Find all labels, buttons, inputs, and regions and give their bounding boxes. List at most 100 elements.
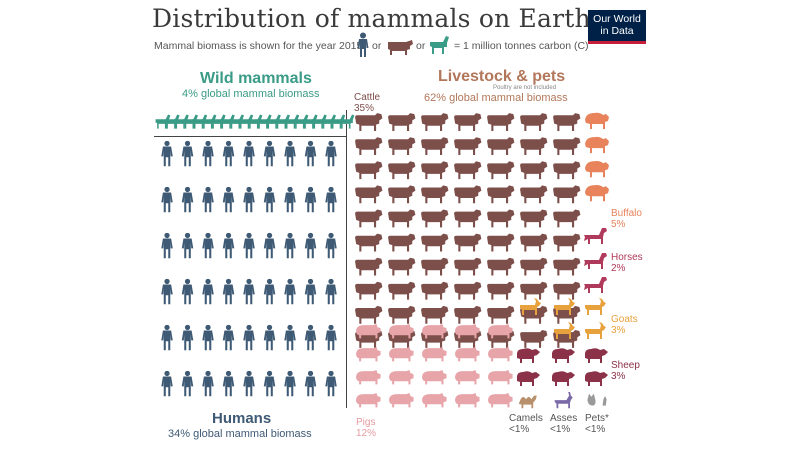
cattle-icon bbox=[553, 113, 581, 131]
horse-icon bbox=[584, 253, 607, 269]
pig-icon bbox=[422, 393, 447, 408]
human-icon bbox=[181, 278, 194, 305]
pig-icon bbox=[356, 347, 381, 362]
pets-name: Pets* bbox=[585, 413, 609, 424]
pig-icon bbox=[488, 370, 513, 385]
pig-icon bbox=[389, 370, 414, 385]
cattle-icon bbox=[520, 233, 548, 252]
human-icon bbox=[304, 370, 317, 397]
pig-icon bbox=[389, 347, 414, 362]
wild-mammal-icon bbox=[293, 114, 309, 129]
human-icon bbox=[325, 186, 337, 213]
human-icon bbox=[325, 278, 337, 305]
ass-icon bbox=[554, 392, 573, 409]
cattle-icon bbox=[388, 281, 416, 300]
wild-mammal-icon bbox=[219, 114, 235, 129]
cattle-icon bbox=[487, 185, 515, 204]
cattle-icon bbox=[487, 161, 515, 180]
human-icon bbox=[181, 324, 194, 351]
cattle-icon bbox=[520, 305, 548, 324]
pig-icon bbox=[422, 370, 447, 385]
wild-mammal-icon bbox=[256, 114, 272, 129]
human-icon bbox=[263, 324, 276, 351]
goat-icon bbox=[554, 298, 575, 315]
human-icon bbox=[304, 324, 317, 351]
cattle-icon bbox=[520, 137, 548, 156]
sheep-icon bbox=[517, 371, 540, 386]
pig-icon bbox=[455, 393, 480, 408]
cattle-icon bbox=[388, 161, 416, 180]
wild-mammal-icon bbox=[265, 114, 281, 129]
cattle-icon bbox=[520, 113, 548, 131]
cattle-icon bbox=[454, 113, 482, 131]
wild-mammal-icon bbox=[155, 114, 171, 129]
human-icon bbox=[202, 370, 214, 397]
human-icon bbox=[263, 186, 276, 213]
cattle-icon bbox=[355, 281, 383, 300]
human-icon bbox=[202, 186, 214, 213]
cattle-icon bbox=[487, 257, 515, 276]
horses-label: Horses 2% bbox=[611, 252, 643, 274]
wild-mammal-icon bbox=[201, 114, 217, 129]
pig-icon bbox=[356, 370, 381, 385]
human-icon bbox=[284, 324, 296, 351]
wild-key-icon bbox=[430, 36, 449, 54]
sheep-label: Sheep 3% bbox=[611, 360, 640, 382]
livestock-share: 62% global mammal biomass bbox=[424, 92, 568, 104]
wild-mammal-icon bbox=[173, 114, 189, 129]
cattle-icon bbox=[421, 113, 449, 131]
livestock-note: Poultry are not included bbox=[493, 85, 557, 91]
cattle-icon bbox=[553, 161, 581, 180]
human-icon bbox=[284, 370, 296, 397]
human-icon bbox=[263, 232, 276, 259]
buffalo-icon bbox=[585, 112, 609, 129]
sheep-icon bbox=[552, 371, 575, 386]
human-icon bbox=[263, 140, 276, 167]
cattle-icon bbox=[388, 305, 416, 324]
wild-mammal-icon bbox=[311, 114, 327, 129]
divider-vertical bbox=[346, 110, 347, 408]
cattle-icon bbox=[454, 281, 482, 300]
key-equals: = 1 million tonnes carbon (C) bbox=[454, 40, 589, 52]
pigs-pct: 12% bbox=[356, 428, 377, 439]
horses-pct: 2% bbox=[611, 263, 626, 274]
cattle-label: Cattle 35% bbox=[354, 92, 380, 114]
human-icon bbox=[243, 324, 255, 351]
buffalo-icon bbox=[585, 160, 609, 178]
goat-icon bbox=[520, 298, 541, 315]
cattle-icon bbox=[487, 233, 515, 252]
camel-icon bbox=[518, 395, 537, 409]
cattle-icon bbox=[487, 209, 515, 228]
cattle-icon bbox=[454, 209, 482, 228]
human-icon bbox=[243, 186, 255, 213]
cattle-icon bbox=[355, 233, 383, 252]
cattle-icon bbox=[355, 305, 383, 324]
goat-icon bbox=[554, 322, 575, 339]
pig-icon bbox=[455, 324, 480, 339]
human-icon bbox=[222, 278, 235, 305]
human-icon bbox=[161, 370, 173, 397]
cattle-icon bbox=[454, 233, 482, 252]
human-icon bbox=[243, 232, 255, 259]
cattle-icon bbox=[421, 185, 449, 204]
human-icon bbox=[325, 324, 337, 351]
human-icon bbox=[222, 186, 235, 213]
cattle-icon bbox=[388, 209, 416, 228]
pig-icon bbox=[455, 370, 480, 385]
cattle-icon bbox=[520, 281, 548, 300]
human-icon bbox=[161, 324, 173, 351]
pig-icon bbox=[422, 347, 447, 362]
wild-mammal-icon bbox=[275, 114, 290, 129]
pig-icon bbox=[422, 324, 447, 339]
human-icon bbox=[202, 324, 214, 351]
cattle-icon bbox=[355, 257, 383, 276]
sheep-name: Sheep bbox=[611, 360, 640, 371]
cattle-pct: 35% bbox=[354, 103, 375, 114]
human-icon bbox=[243, 140, 255, 167]
cattle-icon bbox=[355, 161, 383, 180]
cattle-icon bbox=[553, 281, 581, 300]
key-or-1: or bbox=[372, 40, 382, 52]
human-icon bbox=[202, 278, 214, 305]
human-icon bbox=[161, 278, 173, 305]
